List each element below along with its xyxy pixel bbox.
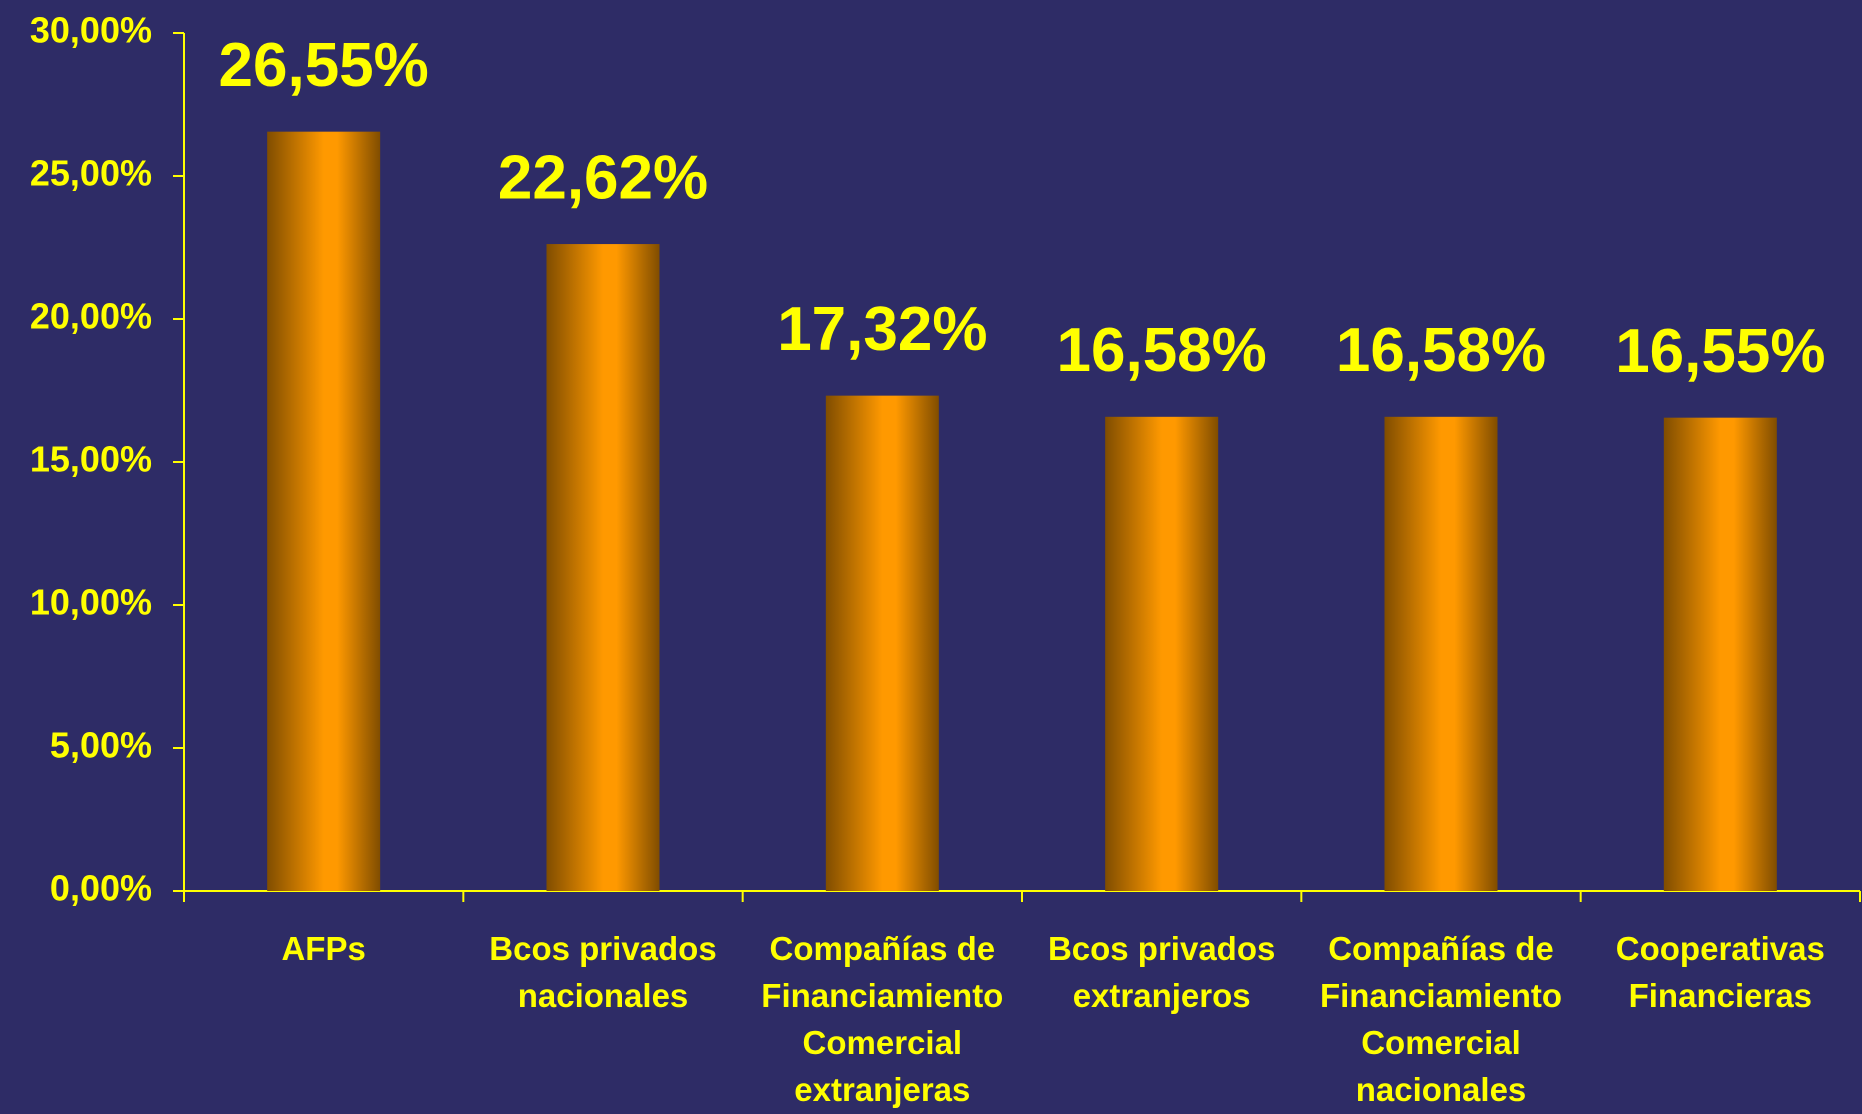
- x-tick-label: Compañías de Financiamiento Comercial ex…: [761, 930, 1004, 1108]
- x-tick-label: Bcos privados extranjeros: [1047, 930, 1276, 1014]
- x-tick-label: Bcos privados nacionales: [489, 930, 717, 1014]
- value-label: 22,62%: [498, 143, 708, 212]
- value-label: 17,32%: [777, 295, 987, 364]
- y-tick-label: 10,00%: [30, 582, 152, 623]
- y-tick-label: 0,00%: [50, 868, 152, 909]
- bar: [546, 244, 660, 891]
- value-label: 16,58%: [1057, 316, 1267, 385]
- value-label: 16,58%: [1336, 316, 1546, 385]
- x-tick-label: AFPs: [281, 930, 366, 967]
- value-label: 16,55%: [1615, 317, 1825, 386]
- bar: [1384, 416, 1498, 891]
- x-tick-label: Compañías de Financiamiento Comercial na…: [1319, 930, 1563, 1108]
- bar: [1105, 416, 1219, 891]
- bar: [825, 395, 939, 891]
- bar: [267, 131, 381, 892]
- value-label: 26,55%: [219, 31, 429, 100]
- y-tick-label: 5,00%: [50, 725, 152, 766]
- x-tick-label: Cooperativas Financieras: [1615, 930, 1825, 1014]
- y-tick-label: 25,00%: [30, 153, 152, 194]
- y-tick-label: 15,00%: [30, 439, 152, 480]
- bar: [1663, 417, 1777, 891]
- y-tick-label: 20,00%: [30, 296, 152, 337]
- y-tick-label: 30,00%: [30, 10, 152, 51]
